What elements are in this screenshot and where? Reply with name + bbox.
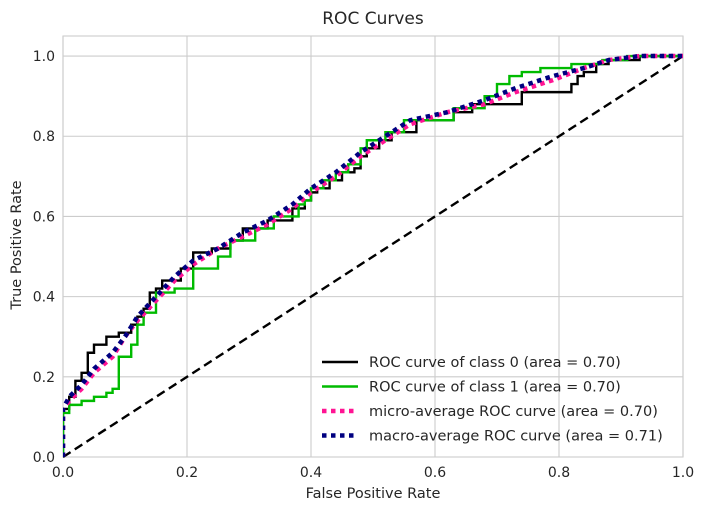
chart-title: ROC Curves xyxy=(322,9,424,29)
x-tick-label: 0.0 xyxy=(52,465,74,481)
legend: ROC curve of class 0 (area = 0.70) ROC cu… xyxy=(322,355,663,445)
x-tick-label: 0.8 xyxy=(548,465,570,481)
y-tick-label: 0.8 xyxy=(33,129,55,145)
y-tick-label: 0.0 xyxy=(33,450,55,466)
y-axis-label: True Positive Rate xyxy=(9,180,25,310)
y-tick-label: 0.6 xyxy=(33,209,55,225)
legend-label-0: ROC curve of class 0 (area = 0.70) xyxy=(369,355,621,371)
y-tick-label: 0.2 xyxy=(33,370,55,386)
x-tick-label: 0.2 xyxy=(176,465,198,481)
x-tick-label: 1.0 xyxy=(672,465,694,481)
legend-label-3: macro-average ROC curve (area = 0.71) xyxy=(369,429,663,445)
series-line-1 xyxy=(63,54,683,457)
plot-frame xyxy=(62,35,684,458)
x-tick-label: 0.6 xyxy=(424,465,446,481)
series-line-3 xyxy=(63,53,683,457)
series-line-0 xyxy=(63,54,683,457)
series-line-2 xyxy=(63,53,683,457)
legend-label-2: micro-average ROC curve (area = 0.70) xyxy=(369,404,658,420)
plot-background xyxy=(63,36,683,457)
y-tick-label: 1.0 xyxy=(33,49,55,65)
series-line-4 xyxy=(63,55,684,459)
y-tick-label: 0.4 xyxy=(33,290,55,306)
x-axis-label: False Positive Rate xyxy=(306,486,441,502)
legend-label-1: ROC curve of class 1 (area = 0.70) xyxy=(369,380,621,396)
plot-area xyxy=(62,35,684,459)
x-tick-label: 0.4 xyxy=(300,465,322,481)
